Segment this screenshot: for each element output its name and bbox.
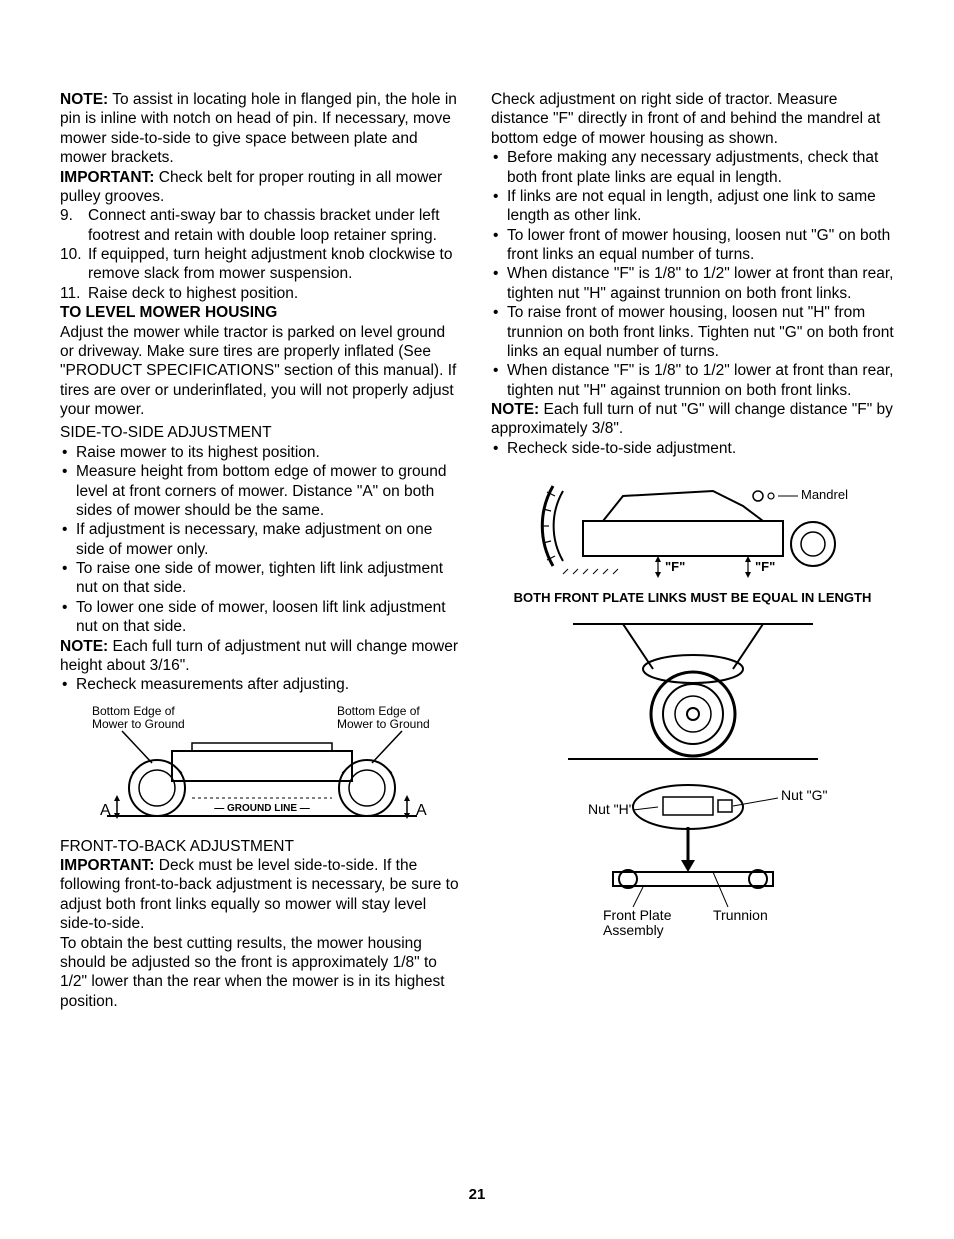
svg-text:Mandrel: Mandrel	[801, 487, 848, 502]
check-para: Check adjustment on right side of tracto…	[491, 90, 894, 148]
svg-text:Assembly: Assembly	[603, 922, 664, 938]
r-b7: Recheck side-to-side adjustment.	[491, 439, 894, 458]
r-b2: If links are not equal in length, adjust…	[491, 187, 894, 226]
step-11: 11.Raise deck to highest position.	[60, 284, 463, 303]
important-1-label: IMPORTANT:	[60, 169, 154, 186]
svg-text:A: A	[100, 802, 111, 819]
side-b1: Raise mower to its highest position.	[60, 443, 463, 462]
r-b5: To raise front of mower housing, loosen …	[491, 303, 894, 361]
svg-text:Front Plate: Front Plate	[603, 907, 672, 923]
note-1: NOTE: To assist in locating hole in flan…	[60, 90, 463, 168]
note-3: NOTE: Each full turn of nut "G" will cha…	[491, 400, 894, 439]
important-2: IMPORTANT: Deck must be level side-to-si…	[60, 856, 463, 934]
right-bullets-2: Recheck side-to-side adjustment.	[491, 439, 894, 458]
svg-text:Mower to Ground: Mower to Ground	[337, 717, 430, 731]
front-para: To obtain the best cutting results, the …	[60, 934, 463, 1012]
side-bullets: Raise mower to its highest position. Mea…	[60, 443, 463, 637]
side-b3: If adjustment is necessary, make adjustm…	[60, 520, 463, 559]
svg-text:Bottom Edge of: Bottom Edge of	[337, 704, 420, 718]
page-number: 21	[0, 1186, 954, 1203]
figure-side-to-side: Bottom Edge of Mower to Ground Bottom Ed…	[60, 703, 463, 833]
r-b3: To lower front of mower housing, loosen …	[491, 226, 894, 265]
svg-text:"F": "F"	[755, 559, 775, 574]
svg-text:Nut "G": Nut "G"	[781, 787, 828, 803]
left-column: NOTE: To assist in locating hole in flan…	[60, 90, 463, 1011]
note-2-label: NOTE:	[60, 638, 108, 655]
note-2-text: Each full turn of adjustment nut will ch…	[60, 638, 458, 674]
svg-text:Trunnion: Trunnion	[713, 907, 768, 923]
figure-mandrel: Mandrel "F" "F"	[491, 466, 894, 586]
side-b5: To lower one side of mower, loosen lift …	[60, 598, 463, 637]
side-bullets-2: Recheck measurements after adjusting.	[60, 675, 463, 694]
note-3-label: NOTE:	[491, 401, 539, 418]
side-b2: Measure height from bottom edge of mower…	[60, 462, 463, 520]
fig2-caption: BOTH FRONT PLATE LINKS MUST BE EQUAL IN …	[491, 590, 894, 606]
heading-front: FRONT-TO-BACK ADJUSTMENT	[60, 837, 463, 856]
level-intro: Adjust the mower while tractor is parked…	[60, 323, 463, 420]
note-1-label: NOTE:	[60, 91, 108, 108]
important-1: IMPORTANT: Check belt for proper routing…	[60, 168, 463, 207]
figure-front-links-top	[491, 614, 894, 764]
side-b6: Recheck measurements after adjusting.	[60, 675, 463, 694]
svg-text:Mower to Ground: Mower to Ground	[92, 717, 185, 731]
r-b6: When distance "F" is 1/8" to 1/2" lower …	[491, 361, 894, 400]
step-9: 9.Connect anti-sway bar to chassis brack…	[60, 206, 463, 245]
important-2-label: IMPORTANT:	[60, 857, 154, 874]
step-10: 10.If equipped, turn height adjustment k…	[60, 245, 463, 284]
steps-list: 9.Connect anti-sway bar to chassis brack…	[60, 206, 463, 303]
note-1-text: To assist in locating hole in flanged pi…	[60, 91, 457, 166]
svg-text:Bottom Edge of: Bottom Edge of	[92, 704, 175, 718]
svg-text:A: A	[416, 802, 427, 819]
note-2: NOTE: Each full turn of adjustment nut w…	[60, 637, 463, 676]
right-bullets: Before making any necessary adjust­ments…	[491, 148, 894, 400]
figure-front-links-bottom: Nut "G" Nut "H" Front Plate Assembly Tru…	[491, 772, 894, 942]
svg-text:— GROUND LINE —: — GROUND LINE —	[214, 803, 310, 814]
note-3-text: Each full turn of nut "G" will change di…	[491, 401, 893, 437]
svg-text:Nut "H": Nut "H"	[588, 801, 634, 817]
right-column: Check adjustment on right side of tracto…	[491, 90, 894, 1011]
r-b1: Before making any necessary adjust­ments…	[491, 148, 894, 187]
side-b4: To raise one side of mower, tighten lift…	[60, 559, 463, 598]
svg-text:"F": "F"	[665, 559, 685, 574]
heading-level: TO LEVEL MOWER HOUSING	[60, 303, 463, 322]
heading-side: SIDE-TO-SIDE ADJUSTMENT	[60, 423, 463, 442]
r-b4: When distance "F" is 1/8" to 1/2" lower …	[491, 264, 894, 303]
